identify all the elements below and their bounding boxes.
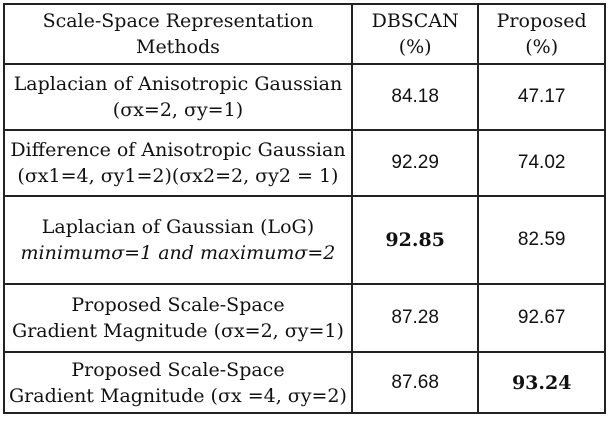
method-name: Difference of Anisotropic Gaussian	[10, 139, 346, 161]
proposed-value: 82.59	[477, 195, 606, 285]
method-parameters: minimumσ=1 and maximumσ=2	[20, 242, 336, 264]
dbscan-value: 92.29	[350, 129, 480, 197]
results-table: Scale-Space Representation Methods DBSCA…	[3, 3, 606, 414]
method-cell: Proposed Scale-Space Gradient Magnitude …	[3, 283, 353, 353]
proposed-value-best: 93.24	[477, 351, 606, 414]
dbscan-value: 87.68	[350, 351, 480, 414]
table-row: Difference of Anisotropic Gaussian (σx1=…	[3, 129, 606, 197]
table-row: Proposed Scale-Space Gradient Magnitude …	[3, 283, 606, 353]
header-dbscan-line1: DBSCAN	[371, 10, 459, 32]
table-row: Proposed Scale-Space Gradient Magnitude …	[3, 351, 606, 414]
method-cell: Laplacian of Gaussian (LoG) minimumσ=1 a…	[3, 195, 353, 285]
method-name: Laplacian of Anisotropic Gaussian	[13, 73, 343, 95]
dbscan-value: 87.28	[350, 283, 480, 353]
table-row: Laplacian of Anisotropic Gaussian (σx=2,…	[3, 63, 606, 131]
method-parameters: Gradient Magnitude (σx =4, σy=2)	[9, 384, 347, 407]
proposed-value: 92.67	[477, 283, 606, 353]
header-proposed-line2: (%)	[525, 36, 559, 58]
method-parameters: Gradient Magnitude (σx=2, σy=1)	[12, 320, 344, 342]
header-methods-line1: Scale-Space Representation	[42, 10, 314, 32]
method-cell: Laplacian of Anisotropic Gaussian (σx=2,…	[3, 63, 353, 131]
method-parameters: (σx1=4, σy1=2)(σx2=2, σy2 = 1)	[17, 165, 339, 187]
method-cell: Difference of Anisotropic Gaussian (σx1=…	[3, 129, 353, 197]
method-parameters: (σx=2, σy=1)	[112, 99, 244, 121]
header-proposed: Proposed (%)	[477, 3, 606, 65]
dbscan-value: 84.18	[350, 63, 480, 131]
method-name: Proposed Scale-Space	[71, 358, 285, 381]
dbscan-value-best: 92.85	[350, 195, 480, 285]
header-row: Scale-Space Representation Methods DBSCA…	[3, 3, 606, 65]
method-cell: Proposed Scale-Space Gradient Magnitude …	[3, 351, 353, 414]
header-proposed-line1: Proposed	[496, 10, 587, 32]
method-name: Laplacian of Gaussian (LoG)	[41, 216, 315, 238]
proposed-value: 74.02	[477, 129, 606, 197]
header-methods: Scale-Space Representation Methods	[3, 3, 353, 65]
header-methods-line2: Methods	[135, 36, 220, 58]
method-name: Proposed Scale-Space	[71, 294, 285, 316]
header-dbscan-line2: (%)	[398, 36, 432, 58]
proposed-value: 47.17	[477, 63, 606, 131]
header-dbscan: DBSCAN (%)	[350, 3, 480, 65]
table-row: Laplacian of Gaussian (LoG) minimumσ=1 a…	[3, 195, 606, 285]
